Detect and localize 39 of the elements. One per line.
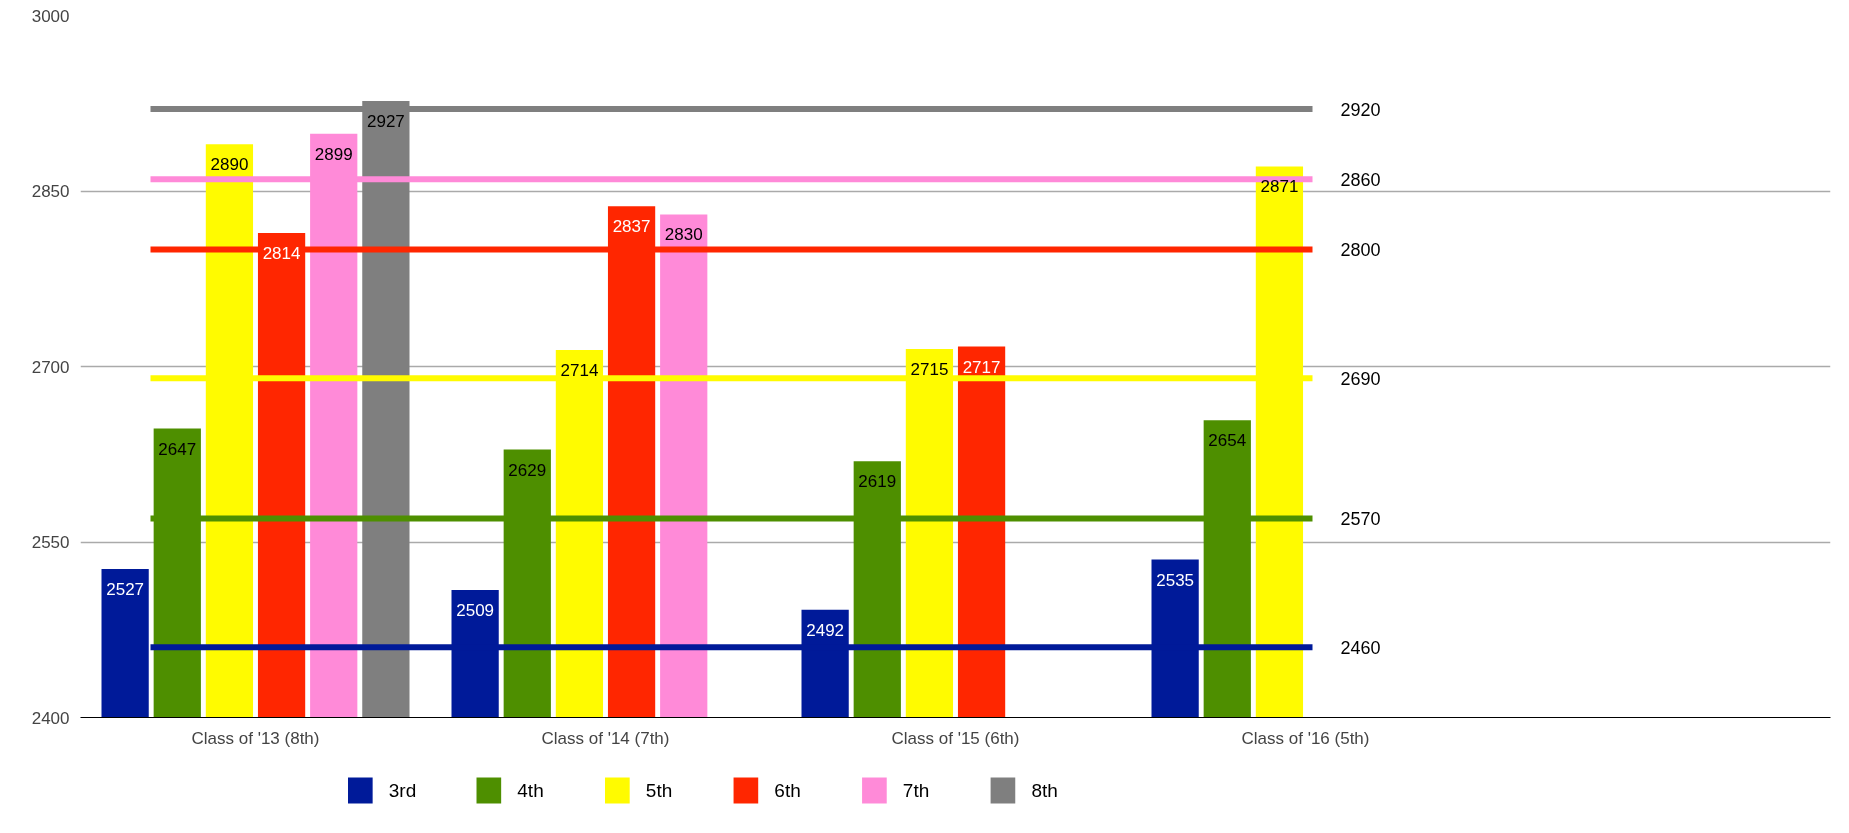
data-label: 2814 [262,244,301,264]
legend-label: 4th [517,780,544,801]
data-label: 2714 [560,361,599,381]
data-label: 2527 [106,579,145,599]
y-tick-label: 2400 [31,708,70,728]
data-label: 2509 [456,600,495,620]
legend-label: 3rd [388,780,417,801]
y-tick-label: 2850 [31,182,70,201]
data-label: 2535 [1156,570,1195,590]
data-label: 2619 [858,472,897,492]
data-label: 2629 [508,460,547,480]
data-label: 2717 [962,357,1001,377]
data-label: 2890 [210,155,249,175]
y-tick-label: 2550 [31,533,70,552]
ref-line-label: 2920 [1340,99,1381,120]
ref-line-label: 2690 [1340,368,1381,389]
x-tick-label: Class of '15 (6th) [891,728,1020,748]
legend-label: 8th [1031,780,1058,801]
ref-line-label: 2860 [1340,169,1381,190]
x-tick-label: Class of '16 (5th) [1241,728,1370,748]
ref-line-label: 2800 [1340,240,1381,260]
ref-line-label: 2570 [1340,509,1381,530]
data-label: 2647 [158,439,197,459]
y-tick-label: 3000 [31,6,70,26]
data-label: 2654 [1208,431,1247,451]
ref-line-label: 2460 [1340,637,1381,658]
x-tick-label: Class of '14 (7th) [541,728,670,748]
legend-label: 6th [774,780,801,801]
legend-label: 5th [645,780,673,801]
x-tick-label: Class of '13 (8th) [191,728,320,748]
data-label: 2899 [314,144,353,164]
data-label: 2492 [806,620,845,640]
data-label: 2830 [664,225,703,245]
data-label: 2871 [1260,177,1299,197]
legend-label: 7th [902,780,930,801]
y-tick-label: 2700 [31,357,70,377]
data-label: 2927 [366,111,405,131]
data-label: 2715 [910,359,949,379]
data-label: 2837 [612,217,651,237]
